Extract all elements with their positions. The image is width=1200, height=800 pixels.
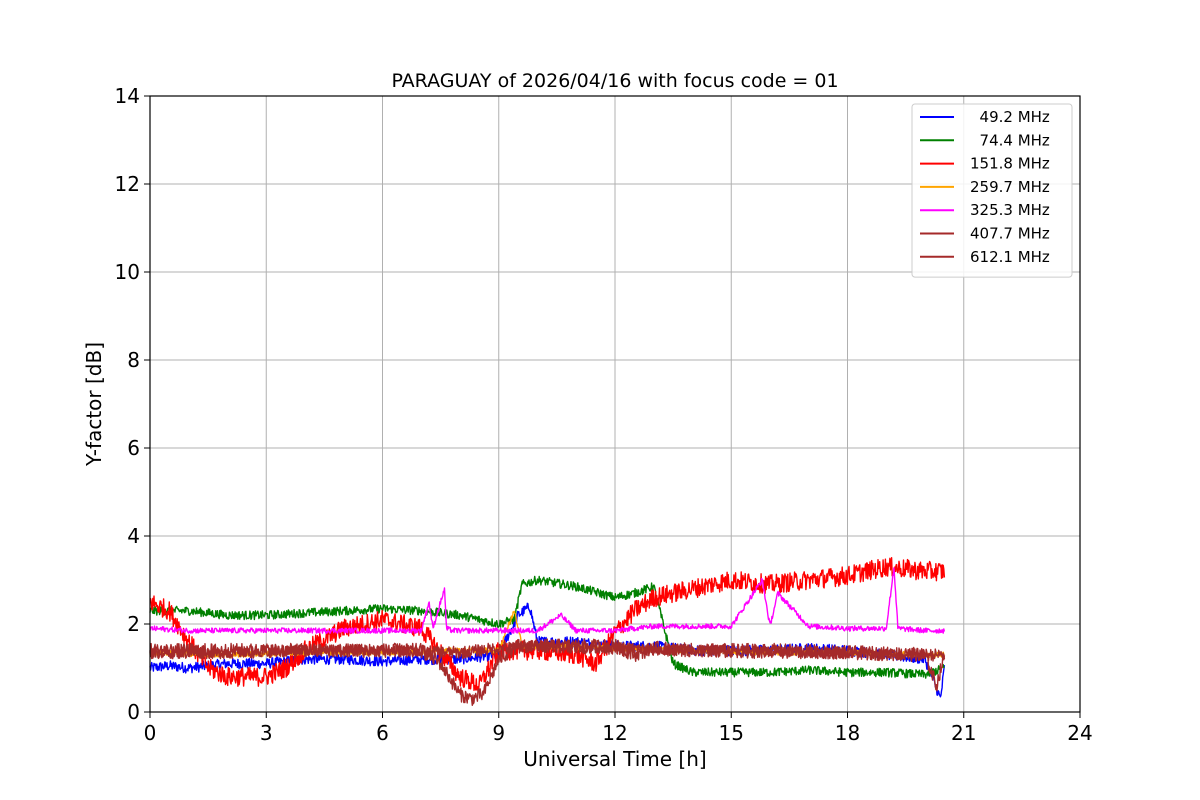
x-tick-label: 3 [260,721,273,745]
legend-label: 407.7 MHz [970,225,1050,243]
x-tick-label: 9 [492,721,505,745]
legend-label: 151.8 MHz [970,155,1050,173]
x-tick-label: 6 [376,721,389,745]
x-tick-label: 24 [1067,721,1092,745]
legend-label: 612.1 MHz [970,248,1050,266]
series-line [149,575,945,679]
x-tick-label: 15 [719,721,744,745]
x-tick-label: 0 [144,721,157,745]
legend-label: 49.2 MHz [970,108,1050,126]
legend: 49.2 MHz 74.4 MHz 151.8 MHz 259.7 MHz 325.3… [911,103,1073,278]
y-axis-label: Y-factor [dB] [82,342,106,467]
series-line [149,557,946,692]
series-layer [149,557,946,706]
x-tick-label: 21 [951,721,976,745]
y-tick-label: 14 [115,84,140,108]
series-line [149,567,946,634]
legend-label: 325.3 MHz [970,201,1050,219]
y-tick-label: 4 [127,524,140,548]
y-tick-label: 0 [127,700,140,724]
legend-label: 74.4 MHz [970,131,1050,149]
x-tick-label: 18 [835,721,860,745]
y-tick-label: 6 [127,436,140,460]
y-tick-label: 2 [127,612,140,636]
series-line [149,639,946,662]
x-axis-label: Universal Time [h] [523,747,706,771]
y-tick-label: 12 [115,172,140,196]
legend-label: 259.7 MHz [970,178,1050,196]
y-tick-label: 10 [115,260,140,284]
y-tick-label: 8 [127,348,140,372]
chart-title: PARAGUAY of 2026/04/16 with focus code =… [391,70,838,92]
x-tick-label: 12 [602,721,627,745]
